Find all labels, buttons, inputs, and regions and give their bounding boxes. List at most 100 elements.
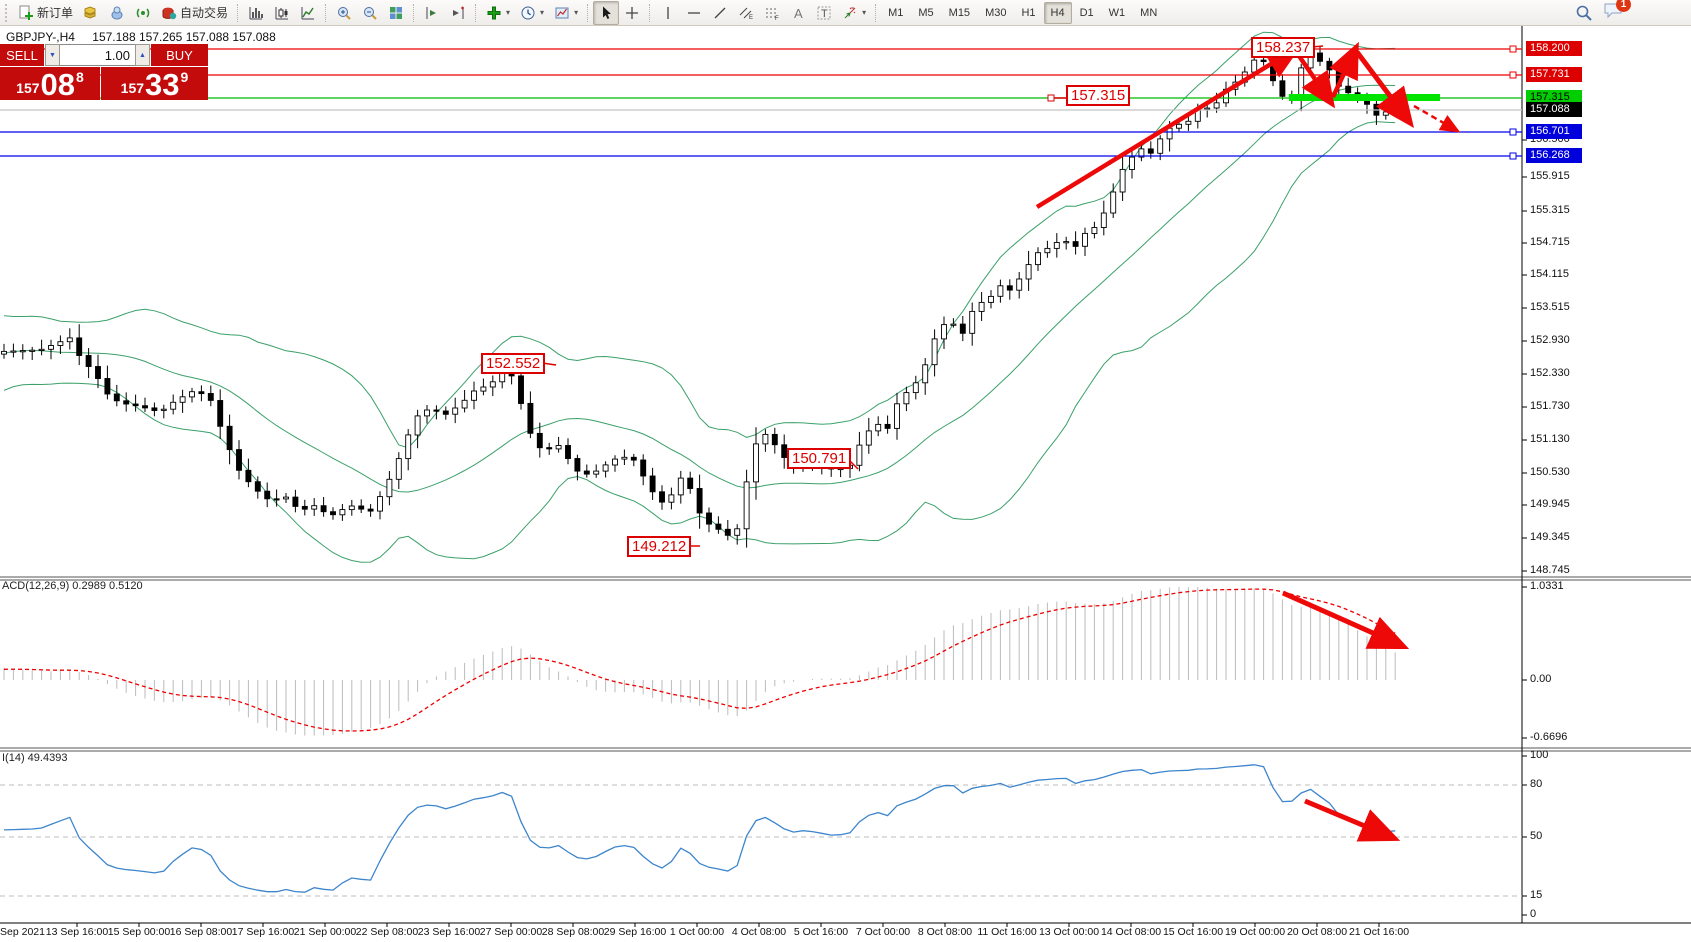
crosshair-button[interactable] xyxy=(619,1,645,25)
timeframe-MN[interactable]: MN xyxy=(1140,6,1158,19)
signals-button[interactable] xyxy=(130,1,156,25)
price-callout-157.315[interactable]: 157.315 xyxy=(1066,85,1131,106)
bid-prefix: 157 xyxy=(16,80,40,96)
sell-button[interactable]: SELL xyxy=(0,44,44,66)
trend-arrow-6[interactable] xyxy=(1281,590,1410,650)
date-axis-label: 29 Sep 16:00 xyxy=(603,926,667,938)
timeframe-W1[interactable]: W1 xyxy=(1108,6,1126,19)
price-level-badge: 156.268 xyxy=(1526,148,1582,163)
price-axis-tick: 150.530 xyxy=(1530,466,1570,478)
price-axis-tick: 152.930 xyxy=(1530,334,1570,346)
date-axis-label: 7 Oct 00:00 xyxy=(855,926,911,938)
date-axis-label: 16 Sep 08:00 xyxy=(169,926,233,938)
auto-scroll-button[interactable] xyxy=(419,1,445,25)
indicator-axis-tick: 0 xyxy=(1530,908,1537,920)
price-axis-tick: 154.115 xyxy=(1530,268,1569,280)
toolbar-separator xyxy=(237,3,239,22)
timeframe-M15[interactable]: M15 xyxy=(948,6,971,19)
zoom-in-button[interactable] xyxy=(331,1,357,25)
symbol-period-label: GBPJPY-,H4 xyxy=(6,30,75,44)
date-axis-label: 22 Sep 08:00 xyxy=(355,926,419,938)
notifications-button[interactable]: 1 xyxy=(1603,0,1631,24)
cursor-icon xyxy=(603,6,611,19)
price-callout-150.791[interactable]: 150.791 xyxy=(787,448,852,469)
text-button[interactable]: A xyxy=(785,1,811,25)
volume-input[interactable]: 1.00 xyxy=(60,44,135,66)
text-label-icon: T xyxy=(817,6,831,20)
zoom-out-button[interactable] xyxy=(357,1,383,25)
trendline-button[interactable] xyxy=(707,1,733,25)
trend-arrow-2[interactable] xyxy=(1295,51,1336,109)
timeframe-D1[interactable]: D1 xyxy=(1079,6,1094,19)
price-callout-152.552[interactable]: 152.552 xyxy=(481,353,546,374)
toolbar-separator xyxy=(649,3,651,22)
new-order-label: 新订单 xyxy=(37,6,74,20)
price-axis-tick: 153.515 xyxy=(1530,301,1570,313)
trend-arrow-7[interactable] xyxy=(1304,798,1401,842)
autotrading-icon xyxy=(162,7,177,19)
horizontal-level-lines[interactable] xyxy=(0,45,1522,160)
price-level-badge: 157.315 xyxy=(1526,90,1582,105)
date-axis-label: 23 Sep 16:00 xyxy=(417,926,481,938)
price-callout-149.212[interactable]: 149.212 xyxy=(627,536,692,557)
indicator-axis-tick: 100 xyxy=(1530,749,1549,761)
support-zone[interactable] xyxy=(1289,94,1440,101)
timeframe-H1[interactable]: H1 xyxy=(1021,6,1036,19)
toolbar-drag-handle[interactable] xyxy=(5,3,10,22)
search-icon[interactable] xyxy=(1575,4,1593,22)
trend-arrows[interactable] xyxy=(1035,41,1461,842)
data-window-button[interactable] xyxy=(104,1,130,25)
new-order-button[interactable]: 新订单 xyxy=(13,1,78,25)
periods-button[interactable]: ▾ xyxy=(515,1,549,25)
bar-chart-button[interactable] xyxy=(243,1,269,25)
volume-increase-button[interactable]: ▲ xyxy=(135,44,150,66)
indicators-button[interactable]: ▾ xyxy=(481,1,515,25)
indicator-axis-tick: -0.6696 xyxy=(1530,731,1568,743)
timeframe-H4[interactable]: H4 xyxy=(1043,1,1072,24)
timeframe-M5[interactable]: M5 xyxy=(918,6,934,19)
main-toolbar: 新订单 自动交易 xyxy=(0,0,1691,26)
svg-text:E: E xyxy=(749,15,753,21)
data-window-icon xyxy=(111,6,123,19)
text-label-button[interactable]: T xyxy=(811,1,837,25)
autotrading-button[interactable]: 自动交易 xyxy=(156,1,233,25)
line-chart-button[interactable] xyxy=(295,1,321,25)
candlestick-button[interactable] xyxy=(269,1,295,25)
timeframe-M1[interactable]: M1 xyxy=(888,6,904,19)
trend-arrow-4[interactable] xyxy=(1355,50,1414,128)
arrows-button[interactable]: ▾ xyxy=(837,1,871,25)
zoom-out-icon xyxy=(364,6,377,20)
rsi-indicator-label: I(14) 49.4393 xyxy=(2,752,68,764)
chart-shift-button[interactable] xyxy=(445,1,471,25)
price-axis-tick: 148.745 xyxy=(1530,564,1570,576)
price-level-badge: 157.088 xyxy=(1526,102,1582,117)
volume-decrease-button[interactable]: ▼ xyxy=(45,44,60,66)
trendline-icon xyxy=(714,7,726,18)
svg-text:A: A xyxy=(794,6,803,21)
bid-price[interactable]: 157 08 8 xyxy=(0,67,100,100)
vertical-line-button[interactable] xyxy=(655,1,681,25)
tile-windows-button[interactable] xyxy=(383,1,409,25)
profiles-button[interactable] xyxy=(78,1,104,25)
price-level-badge: 158.200 xyxy=(1526,41,1582,56)
macd-signal-line xyxy=(3,588,1396,732)
fibonacci-button[interactable]: F xyxy=(759,1,785,25)
date-axis-label: Sep 2021 xyxy=(0,926,45,938)
ask-price[interactable]: 157 33 9 xyxy=(101,67,208,100)
buy-button[interactable]: BUY xyxy=(151,44,208,66)
trend-arrow-3[interactable] xyxy=(1329,41,1359,98)
date-axis-label: 4 Oct 08:00 xyxy=(731,926,787,938)
equidistant-channel-button[interactable]: E xyxy=(733,1,759,25)
macd-indicator-label: ACD(12,26,9) 0.2989 0.5120 xyxy=(2,580,143,592)
timeframe-M30[interactable]: M30 xyxy=(985,6,1007,19)
templates-button[interactable]: ▾ xyxy=(549,1,583,25)
dropdown-caret-icon: ▾ xyxy=(506,8,511,17)
trend-arrow-1[interactable] xyxy=(1035,45,1302,209)
horizontal-line-button[interactable] xyxy=(681,1,707,25)
price-callout-158.237[interactable]: 158.237 xyxy=(1251,37,1316,58)
zoom-in-icon xyxy=(338,6,351,20)
bid-pip-digit: 8 xyxy=(76,69,84,85)
trend-arrow-5[interactable] xyxy=(1413,104,1461,133)
cursor-button[interactable] xyxy=(593,0,620,25)
volume-stepper: ▼ 1.00 ▲ xyxy=(45,44,150,66)
